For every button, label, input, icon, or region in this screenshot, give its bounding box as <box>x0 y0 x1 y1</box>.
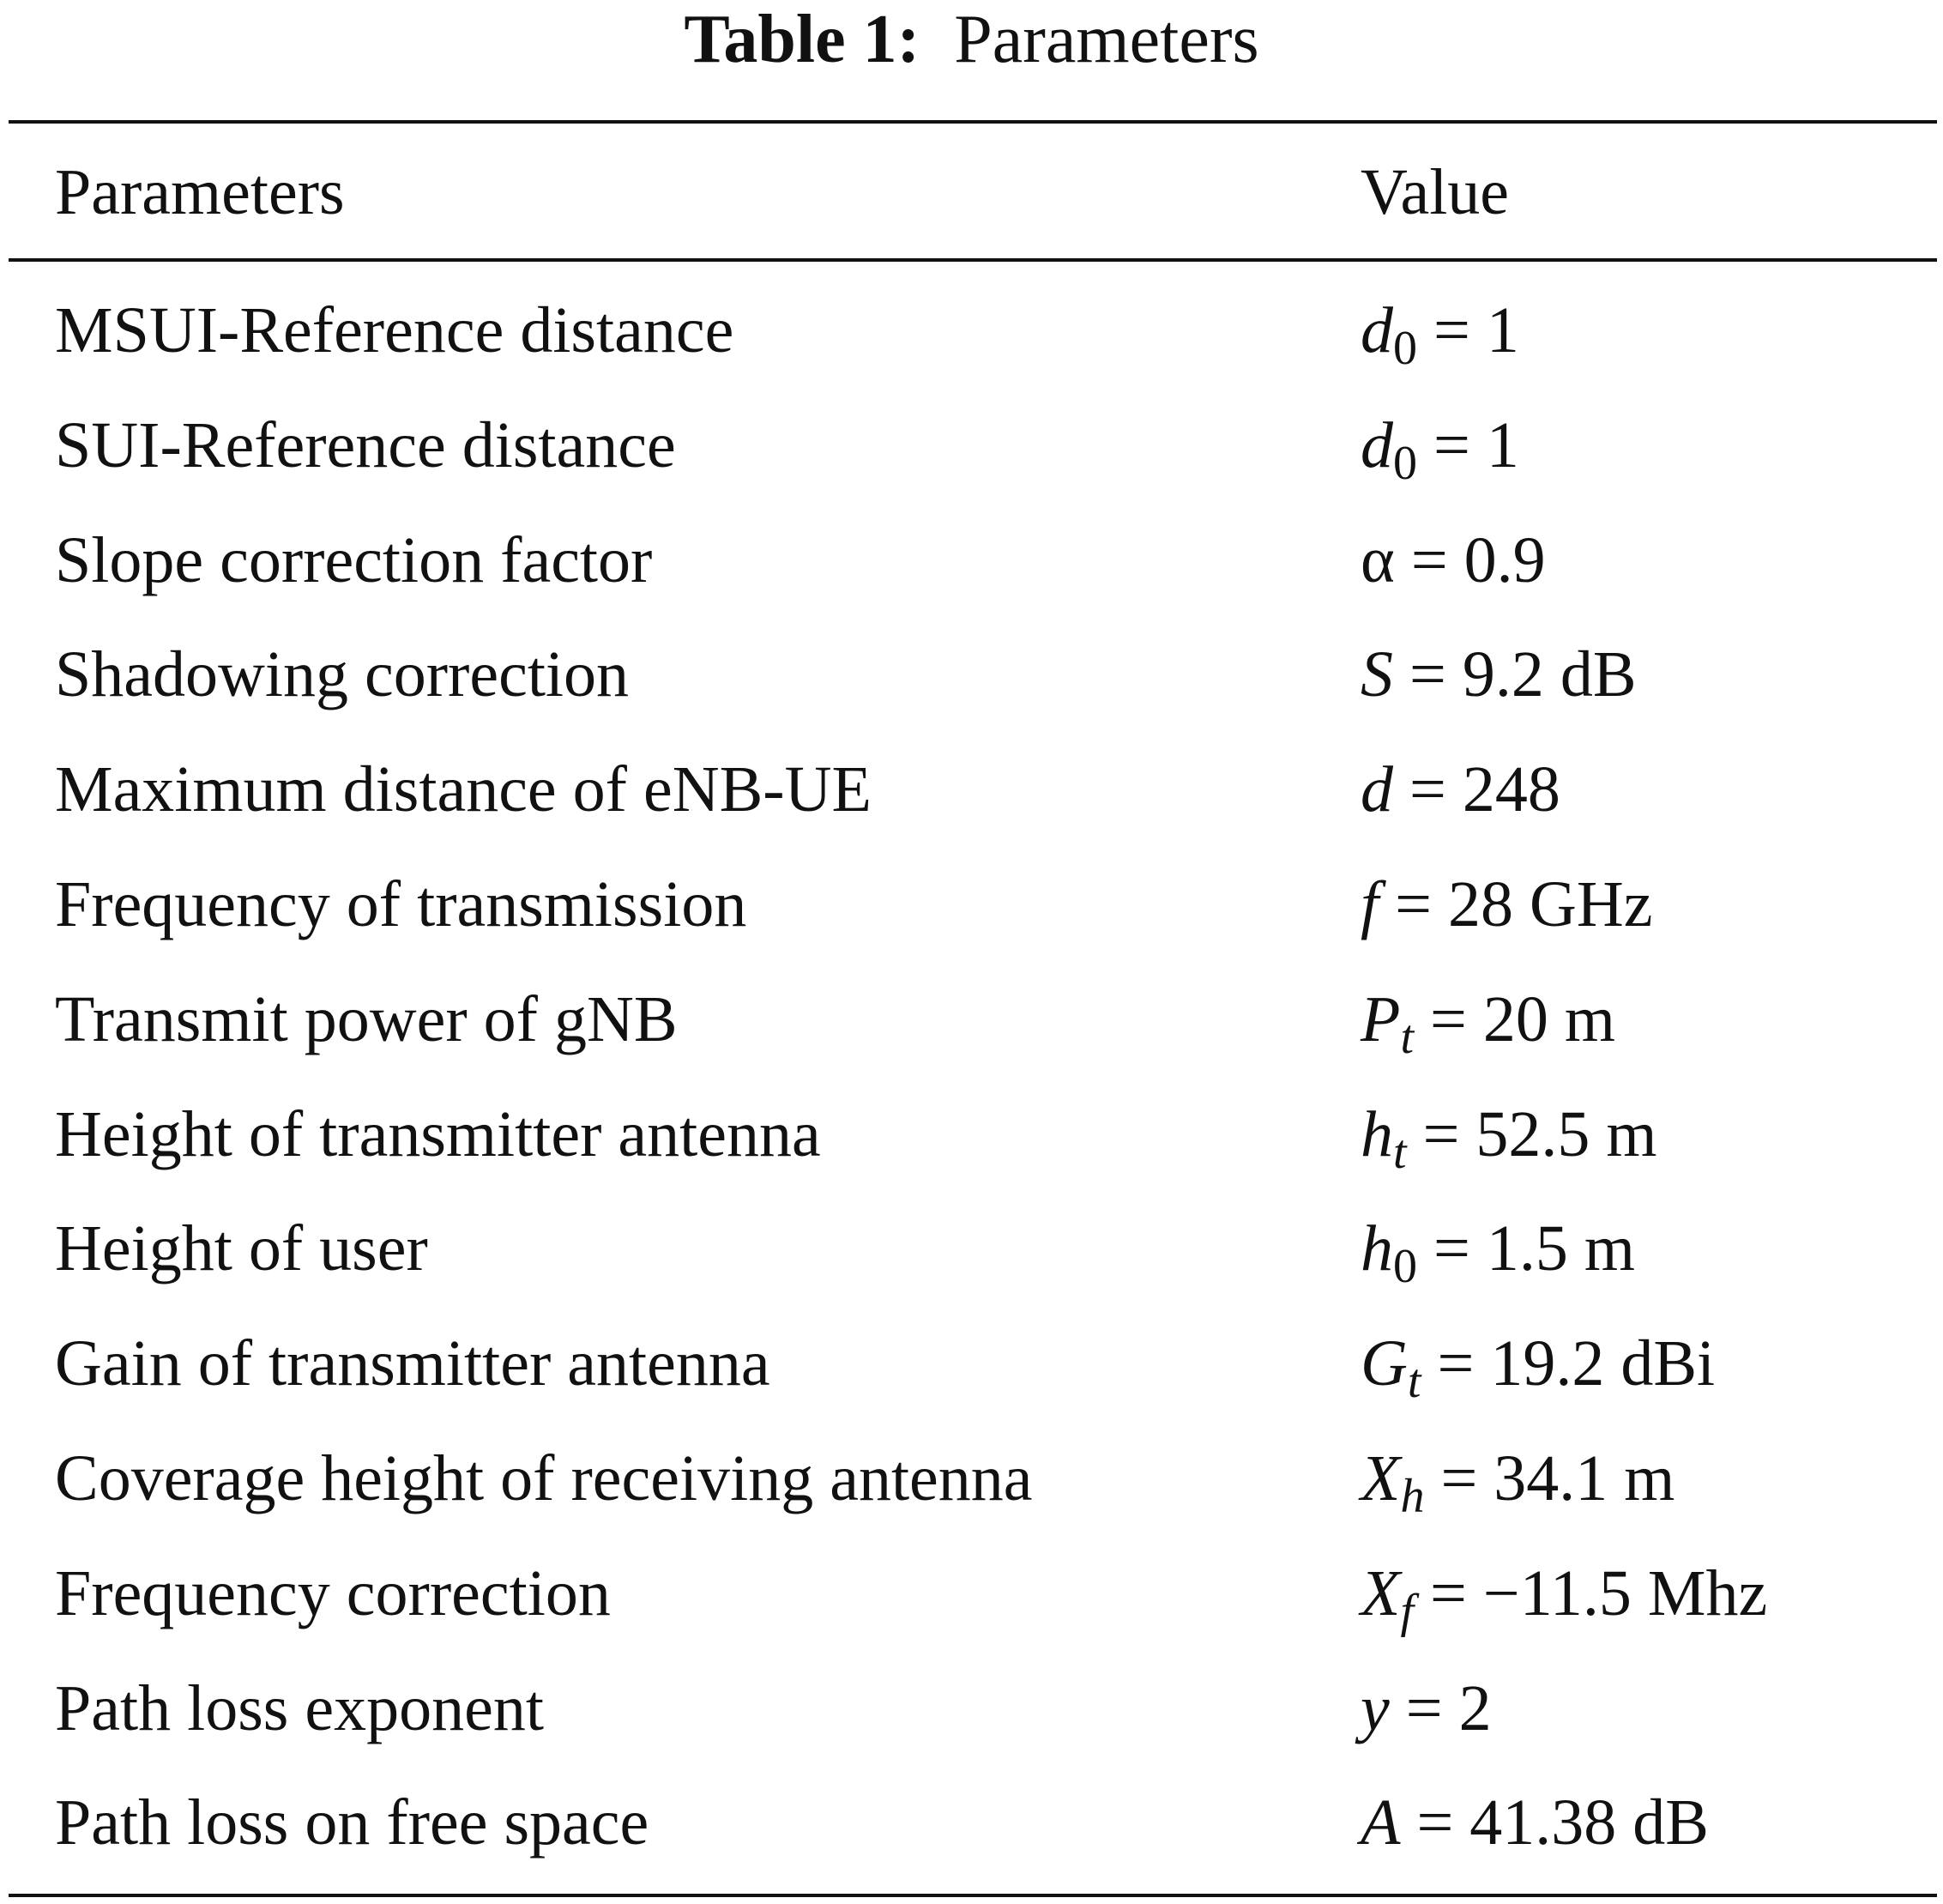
parameter-cell: Path loss exponent <box>55 1671 544 1744</box>
table-row: Path loss on free space A = 41.38 dB <box>0 1765 1943 1880</box>
value-cell: y = 2 <box>1361 1651 1492 1766</box>
value-cell: S = 9.2 dB <box>1361 617 1637 732</box>
value-expression: = 2 <box>1389 1671 1492 1744</box>
bottom-rule <box>9 1894 1937 1897</box>
value-variable: d <box>1361 294 1393 366</box>
parameter-cell: Coverage height of receiving antenna <box>55 1442 1033 1514</box>
value-variable: d <box>1361 753 1393 826</box>
value-variable: y <box>1361 1671 1390 1744</box>
value-cell: d = 248 <box>1361 732 1560 847</box>
value-subscript: t <box>1400 1010 1414 1064</box>
value-expression: = 1 <box>1417 294 1519 366</box>
value-expression: = 248 <box>1393 753 1560 826</box>
header-value: Value <box>1361 156 1510 228</box>
value-cell: f = 28 GHz <box>1361 847 1653 962</box>
header-row: Parameters Value <box>0 135 1943 250</box>
value-cell: Gt = 19.2 dBi <box>1361 1306 1715 1421</box>
parameter-cell: Slope correction factor <box>55 523 653 596</box>
table-row: Gain of transmitter antenna Gt = 19.2 dBi <box>0 1306 1943 1421</box>
value-variable: d <box>1361 408 1393 481</box>
value-expression: = −11.5 Mhz <box>1414 1556 1768 1629</box>
top-rule <box>9 120 1937 124</box>
value-subscript: f <box>1400 1584 1414 1638</box>
value-expression: = 20 m <box>1414 982 1615 1055</box>
value-variable: f <box>1361 868 1379 940</box>
table-row: Frequency of transmission f = 28 GHz <box>0 847 1943 962</box>
value-cell: A = 41.38 dB <box>1361 1765 1709 1880</box>
value-variable: h <box>1361 1212 1393 1285</box>
value-cell: Xh = 34.1 m <box>1361 1421 1674 1536</box>
table-row: Coverage height of receiving antenna Xh =… <box>0 1421 1943 1536</box>
table-row: MSUI-Reference distance d0 = 1 <box>0 273 1943 388</box>
header-parameters: Parameters <box>55 156 345 228</box>
value-subscript: h <box>1400 1470 1425 1523</box>
value-cell: h0 = 1.5 m <box>1361 1191 1635 1306</box>
parameter-cell: Shadowing correction <box>55 638 630 711</box>
parameter-cell: SUI-Reference distance <box>55 408 676 481</box>
parameter-cell: Frequency of transmission <box>55 868 747 940</box>
value-expression: = 34.1 m <box>1424 1442 1675 1514</box>
table-label: Table 1: <box>684 2 920 77</box>
value-cell: d0 = 1 <box>1361 388 1519 503</box>
table-row: Height of transmitter antenna ht = 52.5 m <box>0 1077 1943 1192</box>
value-cell: α = 0.9 <box>1361 503 1546 618</box>
value-cell: ht = 52.5 m <box>1361 1077 1657 1192</box>
value-variable: h <box>1361 1097 1393 1170</box>
value-subscript: 0 <box>1393 436 1417 490</box>
value-subscript: t <box>1407 1355 1421 1409</box>
parameter-cell: Maximum distance of eNB-UE <box>55 753 872 826</box>
parameter-cell: Transmit power of gNB <box>55 982 678 1055</box>
value-expression: = 41.38 dB <box>1400 1786 1709 1859</box>
table-row: Maximum distance of eNB-UE d = 248 <box>0 732 1943 847</box>
value-cell: d0 = 1 <box>1361 273 1519 388</box>
value-expression: = 19.2 dBi <box>1421 1327 1716 1400</box>
table-title: Table 1: Parameters <box>0 0 1943 79</box>
value-cell: Xf = −11.5 Mhz <box>1361 1536 1767 1651</box>
parameter-cell: Gain of transmitter antenna <box>55 1327 770 1400</box>
table-row: Frequency correction Xf = −11.5 Mhz <box>0 1536 1943 1651</box>
table-title-text: Parameters <box>954 2 1259 77</box>
value-variable: S <box>1361 638 1393 711</box>
value-expression: = 28 GHz <box>1379 868 1653 940</box>
header-rule <box>9 258 1937 262</box>
value-expression: = 52.5 m <box>1406 1097 1657 1170</box>
table-row: Path loss exponent y = 2 <box>0 1651 1943 1766</box>
value-variable: X <box>1361 1442 1401 1514</box>
parameter-cell: Path loss on free space <box>55 1786 649 1859</box>
table-row: SUI-Reference distance d0 = 1 <box>0 388 1943 503</box>
parameter-cell: Height of user <box>55 1212 428 1285</box>
value-variable: A <box>1361 1786 1401 1859</box>
value-expression: α = 0.9 <box>1361 523 1546 596</box>
table-row: Shadowing correction S = 9.2 dB <box>0 617 1943 732</box>
value-expression: = 9.2 dB <box>1393 638 1637 711</box>
table-row: Slope correction factor α = 0.9 <box>0 503 1943 618</box>
value-subscript: t <box>1393 1125 1407 1179</box>
value-variable: G <box>1361 1327 1408 1400</box>
parameter-cell: Height of transmitter antenna <box>55 1097 821 1170</box>
value-subscript: 0 <box>1393 322 1417 375</box>
value-variable: X <box>1361 1556 1401 1629</box>
table-row: Height of user h0 = 1.5 m <box>0 1191 1943 1306</box>
value-variable: P <box>1361 982 1401 1055</box>
value-subscript: 0 <box>1393 1240 1417 1294</box>
table-row: Transmit power of gNB Pt = 20 m <box>0 962 1943 1077</box>
value-expression: = 1.5 m <box>1417 1212 1635 1285</box>
parameter-cell: Frequency correction <box>55 1556 611 1629</box>
parameter-cell: MSUI-Reference distance <box>55 294 734 366</box>
value-cell: Pt = 20 m <box>1361 962 1615 1077</box>
value-expression: = 1 <box>1417 408 1519 481</box>
